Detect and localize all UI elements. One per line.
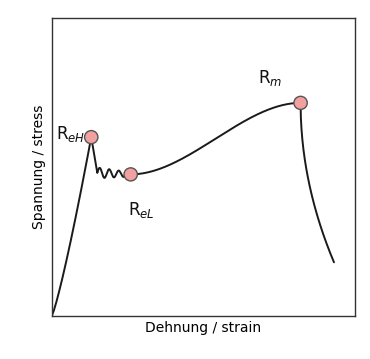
Circle shape bbox=[124, 168, 137, 181]
X-axis label: Dehnung / strain: Dehnung / strain bbox=[145, 321, 262, 335]
Text: R$_{eH}$: R$_{eH}$ bbox=[56, 124, 86, 144]
Text: R$_{eL}$: R$_{eL}$ bbox=[128, 200, 154, 220]
Circle shape bbox=[294, 96, 307, 109]
Text: R$_{m}$: R$_{m}$ bbox=[258, 68, 282, 88]
Circle shape bbox=[85, 131, 98, 144]
Y-axis label: Spannung / stress: Spannung / stress bbox=[32, 105, 46, 229]
